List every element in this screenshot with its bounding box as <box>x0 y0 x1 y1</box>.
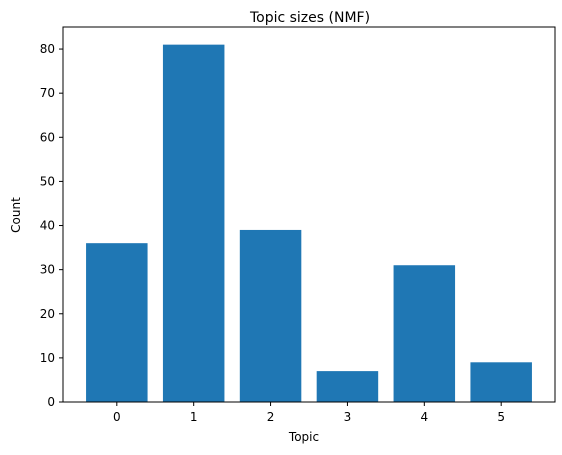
plot-frame <box>62 26 556 403</box>
x-axis-label: Topic <box>288 430 319 444</box>
y-tick-label: 80 <box>40 42 55 56</box>
y-axis-ticks: 0 10 20 30 40 50 60 70 80 <box>40 42 63 409</box>
bar-topic-2 <box>239 229 302 402</box>
y-tick-label: 70 <box>40 86 55 100</box>
x-tick-label: 3 <box>344 410 352 424</box>
bar-topic-4 <box>393 265 456 402</box>
x-axis-ticks: 0 1 2 3 4 5 <box>113 402 505 424</box>
y-tick-label: 10 <box>40 351 55 365</box>
y-tick-label: 20 <box>40 307 55 321</box>
bars-layer <box>86 44 532 402</box>
y-tick-label: 50 <box>40 174 55 188</box>
bar-topic-3 <box>316 371 379 402</box>
y-tick-label: 40 <box>40 219 55 233</box>
x-tick-label: 4 <box>420 410 428 424</box>
x-tick-label: 2 <box>267 410 275 424</box>
y-tick-label: 60 <box>40 130 55 144</box>
y-tick-label: 30 <box>40 263 55 277</box>
bar-topic-0 <box>86 243 148 402</box>
x-tick-label: 1 <box>190 410 198 424</box>
bar-topic-5 <box>470 362 532 402</box>
y-tick-label: 0 <box>47 395 55 409</box>
chart-title: Topic sizes (NMF) <box>249 10 370 26</box>
x-tick-label: 0 <box>113 410 121 424</box>
bar-topic-1 <box>162 44 225 402</box>
y-axis-label: Count <box>9 197 23 233</box>
x-tick-label: 5 <box>497 410 505 424</box>
